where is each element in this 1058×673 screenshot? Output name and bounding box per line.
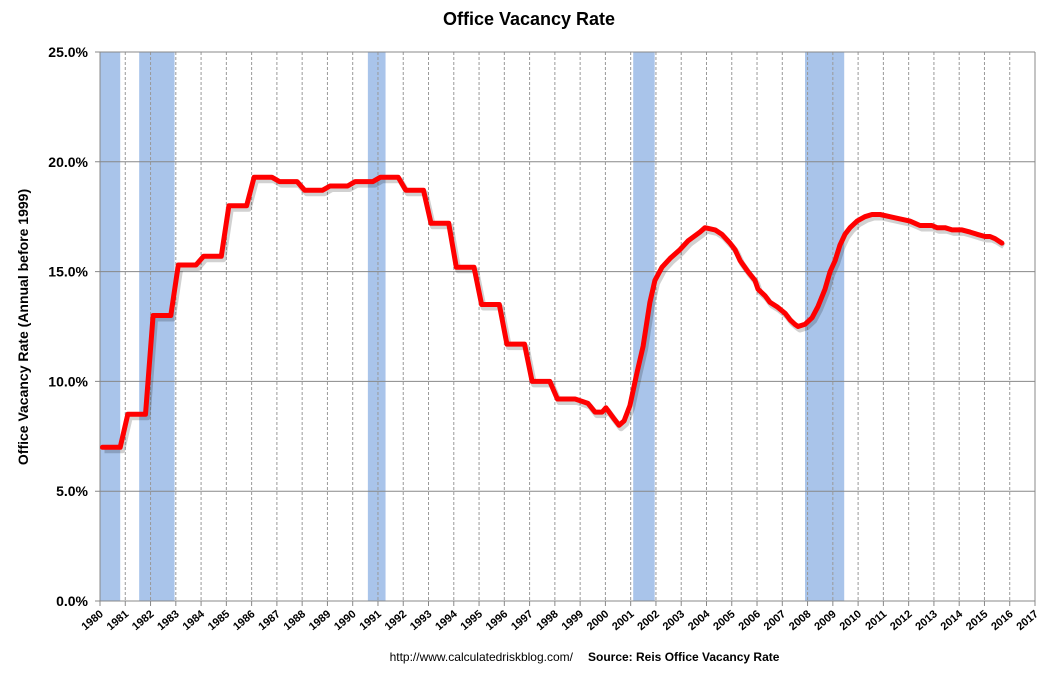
x-tick-label: 2002 [635, 608, 661, 633]
footer-source: Source: Reis Office Vacancy Rate [588, 650, 780, 664]
x-tick-label: 2007 [762, 608, 788, 633]
x-tick-label: 2006 [736, 608, 762, 633]
y-tick-label: 15.0% [48, 264, 88, 280]
x-tick-label: 1982 [130, 608, 156, 633]
x-tick-label: 2009 [812, 608, 838, 633]
x-tick-label: 2008 [787, 608, 813, 633]
x-tick-label: 1997 [509, 608, 535, 633]
x-tick-label: 2016 [989, 608, 1015, 633]
x-tick-label: 1995 [459, 608, 485, 633]
recession-band [139, 52, 175, 601]
x-tick-label: 2004 [686, 608, 713, 633]
x-tick-label: 2013 [913, 608, 939, 633]
x-tick-label: 1985 [206, 608, 232, 633]
x-tick-label: 1991 [357, 608, 383, 633]
series-line-shadow [104, 177, 1006, 454]
x-tick-label: 2005 [711, 608, 737, 633]
x-tick-label: 1999 [560, 608, 586, 633]
x-tick-label: 2003 [661, 608, 687, 633]
x-tick-label: 1998 [534, 608, 560, 633]
y-tick-label: 25.0% [48, 44, 88, 60]
x-tick-label: 2001 [610, 608, 636, 633]
x-tick-label: 1981 [105, 608, 131, 633]
x-tick-label: 2017 [1014, 608, 1040, 633]
x-tick-label: 2014 [939, 608, 966, 633]
recession-band [367, 52, 386, 601]
x-tick-label: 1986 [231, 608, 257, 633]
x-tick-label: 1984 [181, 608, 208, 633]
series-line [100, 174, 1005, 450]
x-tick-label: 1983 [155, 608, 181, 633]
x-tick-label: 1994 [433, 608, 460, 633]
y-tick-label: 10.0% [48, 373, 88, 389]
x-tick-label: 1990 [332, 608, 358, 633]
x-tick-label: 1980 [79, 608, 105, 633]
recession-band [805, 52, 845, 601]
x-tick-label: 1987 [256, 608, 282, 633]
x-tick-label: 1989 [307, 608, 333, 633]
x-tick-label: 2010 [838, 608, 864, 633]
chart-title: Office Vacancy Rate [443, 9, 615, 29]
x-tick-label: 2012 [888, 608, 914, 633]
x-tick-label: 1996 [484, 608, 510, 633]
x-tick-label: 1993 [408, 608, 434, 633]
x-tick-label: 1992 [383, 608, 409, 633]
recession-band [100, 52, 121, 601]
y-axis-label: Office Vacancy Rate (Annual before 1999) [15, 189, 31, 465]
footer-url: http://www.calculatedriskblog.com/ [390, 650, 574, 664]
x-tick-label: 2015 [964, 608, 990, 633]
y-tick-label: 0.0% [56, 593, 88, 609]
x-tick-label: 2000 [585, 608, 611, 633]
x-tick-label: 1988 [282, 608, 308, 633]
y-tick-label: 5.0% [56, 483, 88, 499]
y-tick-label: 20.0% [48, 154, 88, 170]
x-tick-label: 2011 [863, 608, 889, 633]
